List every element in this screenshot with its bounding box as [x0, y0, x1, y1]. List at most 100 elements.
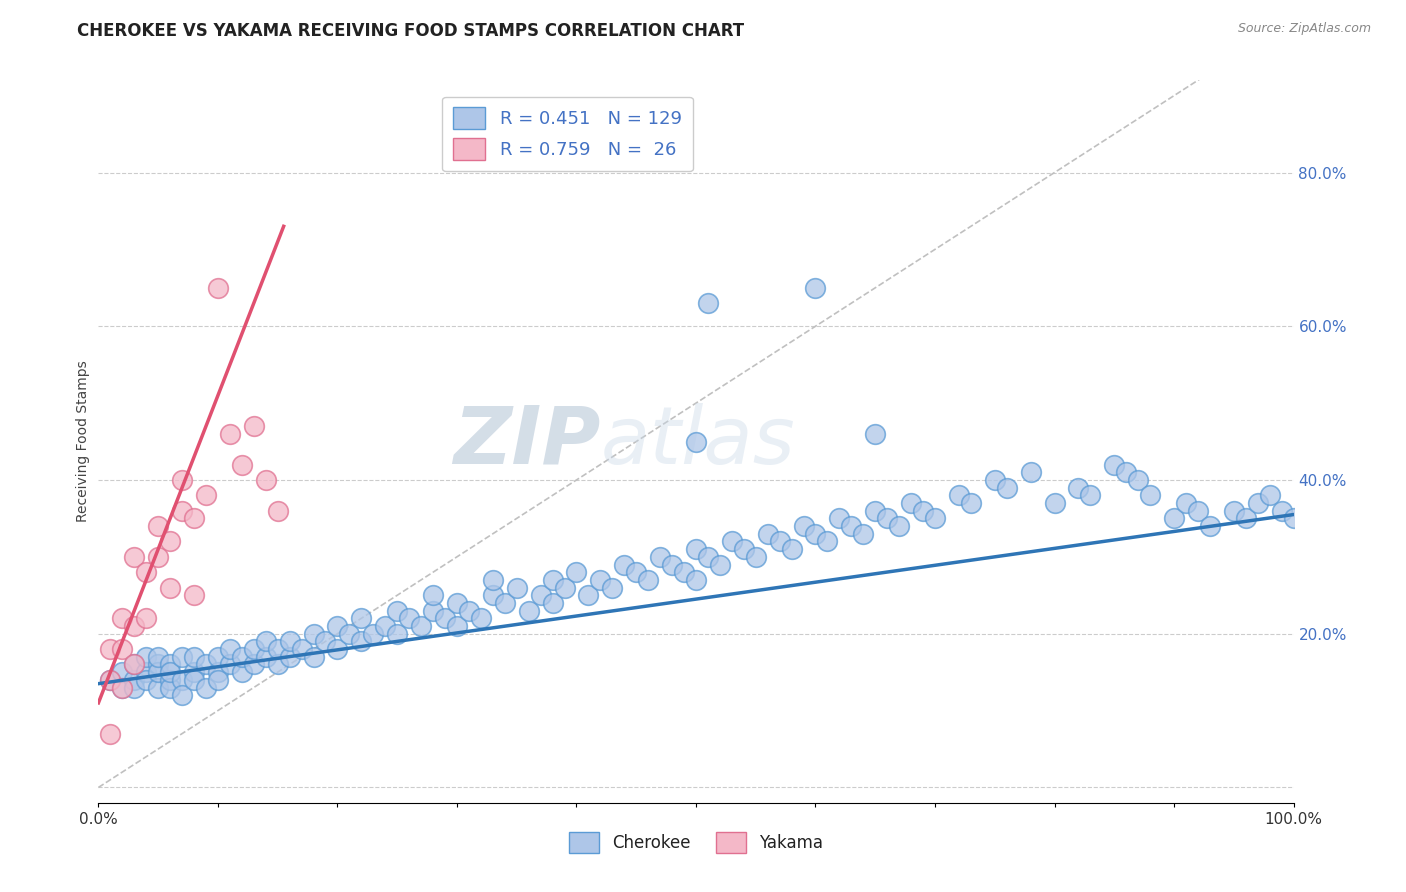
- Text: atlas: atlas: [600, 402, 796, 481]
- Point: [911, 504, 934, 518]
- Point: [159, 665, 181, 680]
- Point: [1187, 504, 1209, 518]
- Point: [804, 281, 827, 295]
- Point: [411, 619, 433, 633]
- Point: [960, 496, 983, 510]
- Point: [745, 549, 768, 564]
- Point: [422, 604, 444, 618]
- Point: [159, 581, 181, 595]
- Point: [398, 611, 420, 625]
- Point: [1128, 473, 1150, 487]
- Point: [231, 649, 253, 664]
- Point: [1199, 519, 1222, 533]
- Point: [948, 488, 970, 502]
- Point: [589, 573, 612, 587]
- Point: [111, 642, 134, 657]
- Point: [183, 588, 205, 602]
- Point: [1043, 496, 1066, 510]
- Point: [98, 673, 122, 687]
- Point: [697, 549, 720, 564]
- Point: [709, 558, 731, 572]
- Point: [124, 657, 146, 672]
- Point: [326, 642, 349, 657]
- Point: [422, 588, 444, 602]
- Point: [267, 657, 290, 672]
- Legend: Cherokee, Yakama: Cherokee, Yakama: [562, 826, 830, 860]
- Point: [302, 626, 325, 640]
- Point: [183, 665, 205, 680]
- Point: [1282, 511, 1305, 525]
- Point: [506, 581, 529, 595]
- Point: [254, 473, 277, 487]
- Point: [363, 626, 385, 640]
- Point: [685, 573, 707, 587]
- Point: [172, 473, 194, 487]
- Point: [243, 657, 266, 672]
- Point: [733, 542, 755, 557]
- Point: [900, 496, 922, 510]
- Y-axis label: Receiving Food Stamps: Receiving Food Stamps: [76, 360, 90, 523]
- Point: [648, 549, 672, 564]
- Point: [278, 634, 301, 648]
- Point: [98, 726, 122, 740]
- Point: [1115, 465, 1137, 479]
- Point: [291, 642, 314, 657]
- Point: [494, 596, 516, 610]
- Point: [685, 434, 707, 449]
- Point: [673, 565, 696, 579]
- Point: [554, 581, 576, 595]
- Point: [1139, 488, 1161, 502]
- Point: [446, 619, 468, 633]
- Point: [267, 504, 290, 518]
- Point: [1163, 511, 1185, 525]
- Point: [111, 665, 134, 680]
- Point: [159, 681, 181, 695]
- Point: [148, 665, 170, 680]
- Point: [207, 281, 229, 295]
- Point: [602, 581, 624, 595]
- Point: [924, 511, 946, 525]
- Point: [148, 649, 170, 664]
- Point: [865, 426, 887, 441]
- Point: [124, 673, 146, 687]
- Point: [1104, 458, 1126, 472]
- Point: [302, 649, 325, 664]
- Point: [315, 634, 337, 648]
- Point: [1247, 496, 1270, 510]
- Point: [339, 626, 361, 640]
- Point: [1258, 488, 1281, 502]
- Point: [517, 604, 540, 618]
- Point: [195, 681, 218, 695]
- Point: [481, 573, 505, 587]
- Point: [841, 519, 863, 533]
- Point: [685, 542, 707, 557]
- Point: [1223, 504, 1246, 518]
- Point: [159, 657, 181, 672]
- Point: [278, 649, 301, 664]
- Point: [172, 504, 194, 518]
- Point: [852, 526, 875, 541]
- Point: [135, 565, 157, 579]
- Point: [148, 519, 170, 533]
- Point: [135, 665, 157, 680]
- Point: [984, 473, 1007, 487]
- Text: Source: ZipAtlas.com: Source: ZipAtlas.com: [1237, 22, 1371, 36]
- Point: [326, 619, 349, 633]
- Point: [756, 526, 779, 541]
- Point: [374, 619, 396, 633]
- Point: [172, 688, 194, 702]
- Point: [626, 565, 648, 579]
- Point: [889, 519, 911, 533]
- Point: [793, 519, 815, 533]
- Point: [207, 649, 229, 664]
- Point: [148, 681, 170, 695]
- Point: [385, 626, 409, 640]
- Point: [565, 565, 588, 579]
- Point: [148, 657, 170, 672]
- Point: [231, 458, 253, 472]
- Point: [697, 296, 720, 310]
- Point: [267, 642, 290, 657]
- Point: [124, 681, 146, 695]
- Point: [530, 588, 553, 602]
- Point: [995, 481, 1018, 495]
